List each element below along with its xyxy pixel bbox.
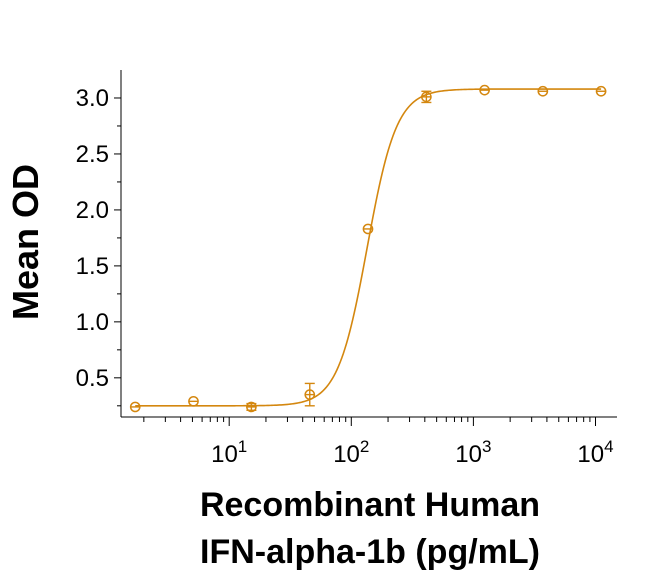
point-marker bbox=[362, 223, 374, 235]
x-tick-label: 101 bbox=[211, 437, 247, 468]
x-tick-label-exponent: 3 bbox=[482, 437, 491, 456]
x-tick-label: 102 bbox=[333, 437, 369, 468]
x-axis: 101 102 103 104 bbox=[121, 416, 617, 468]
x-tick-label-exponent: 1 bbox=[238, 437, 247, 456]
point-marker bbox=[304, 389, 316, 400]
data-point bbox=[304, 382, 316, 407]
y-axis: 0.5 1.0 1.5 2.0 2.5 3.0 bbox=[76, 70, 122, 417]
point-marker bbox=[479, 84, 490, 96]
y-tick-label: 1.5 bbox=[76, 253, 109, 280]
point-marker bbox=[595, 85, 607, 97]
data-point bbox=[479, 84, 490, 96]
y-tick-label: 1.0 bbox=[76, 309, 109, 336]
point-marker bbox=[421, 91, 432, 103]
x-tick-label-base: 10 bbox=[577, 441, 604, 468]
y-tick-label: 3.0 bbox=[76, 85, 109, 112]
y-tick-marks bbox=[114, 97, 121, 407]
x-tick-label-base: 10 bbox=[211, 441, 238, 468]
x-tick-labels: 101 102 103 104 bbox=[211, 437, 613, 468]
fit-curve-layer bbox=[135, 88, 602, 407]
x-tick-label-base: 10 bbox=[333, 441, 360, 468]
data-point bbox=[362, 223, 374, 235]
point-marker bbox=[537, 85, 549, 97]
fit-curve bbox=[135, 88, 602, 407]
point-marker bbox=[246, 401, 257, 413]
point-marker bbox=[188, 395, 199, 407]
y-tick-label: 2.5 bbox=[76, 141, 109, 168]
x-axis-title-line-1: Recombinant Human bbox=[200, 486, 540, 524]
y-tick-label: 2.0 bbox=[76, 197, 109, 224]
y-tick-label: 0.5 bbox=[76, 365, 109, 392]
data-points-layer bbox=[129, 84, 607, 413]
x-tick-marks bbox=[143, 417, 596, 426]
data-point bbox=[129, 401, 141, 413]
x-tick-label-exponent: 4 bbox=[604, 437, 613, 456]
x-tick-label-base: 10 bbox=[455, 441, 482, 468]
y-tick-labels: 0.5 1.0 1.5 2.0 2.5 3.0 bbox=[76, 85, 109, 392]
x-tick-label-exponent: 2 bbox=[360, 437, 369, 456]
data-point bbox=[595, 85, 607, 97]
x-axis-title-line-2: IFN-alpha-1b (pg/mL) bbox=[200, 533, 540, 571]
data-point bbox=[188, 395, 199, 407]
x-tick-label: 104 bbox=[577, 437, 613, 468]
y-axis-title: Mean OD bbox=[5, 164, 46, 320]
x-tick-label: 103 bbox=[455, 437, 491, 468]
data-point bbox=[246, 401, 257, 413]
data-point bbox=[537, 85, 549, 97]
data-point bbox=[421, 90, 432, 104]
point-marker bbox=[129, 401, 141, 413]
